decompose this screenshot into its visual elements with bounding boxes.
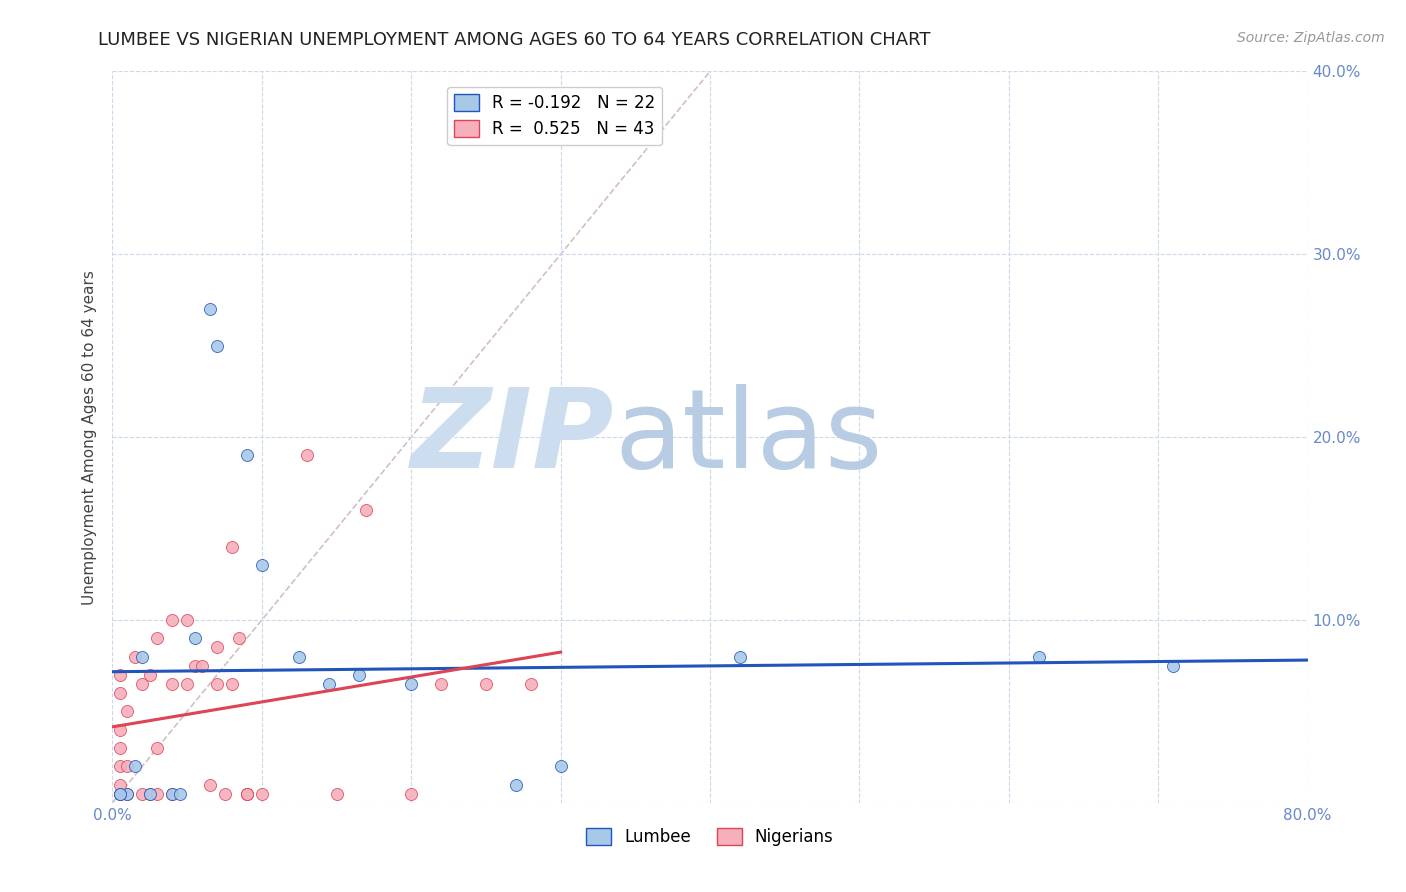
Point bbox=[117, 705, 139, 719]
Point bbox=[236, 787, 259, 801]
Point bbox=[162, 613, 183, 627]
Point bbox=[728, 649, 751, 664]
Point bbox=[236, 787, 259, 801]
Point bbox=[236, 448, 259, 462]
Point bbox=[162, 677, 183, 691]
Point bbox=[205, 677, 228, 691]
Point bbox=[198, 778, 221, 792]
Point bbox=[325, 787, 347, 801]
Point bbox=[205, 640, 228, 655]
Point bbox=[108, 667, 131, 681]
Point bbox=[221, 677, 243, 691]
Point bbox=[108, 787, 131, 801]
Text: ZIP: ZIP bbox=[411, 384, 614, 491]
Point bbox=[236, 787, 259, 801]
Point bbox=[401, 787, 423, 801]
Point bbox=[139, 787, 162, 801]
Point bbox=[198, 301, 221, 317]
Point bbox=[117, 787, 139, 801]
Point bbox=[139, 667, 162, 681]
Point bbox=[228, 632, 250, 646]
Point bbox=[108, 723, 131, 737]
Point bbox=[505, 778, 527, 792]
Point bbox=[295, 448, 318, 462]
Point bbox=[162, 787, 183, 801]
Point bbox=[250, 787, 273, 801]
Point bbox=[146, 740, 169, 755]
Point bbox=[146, 632, 169, 646]
Point bbox=[108, 759, 131, 773]
Point bbox=[108, 686, 131, 700]
Text: Source: ZipAtlas.com: Source: ZipAtlas.com bbox=[1237, 31, 1385, 45]
Point bbox=[108, 787, 131, 801]
Point bbox=[108, 787, 131, 801]
Point bbox=[162, 787, 183, 801]
Y-axis label: Unemployment Among Ages 60 to 64 years: Unemployment Among Ages 60 to 64 years bbox=[82, 269, 97, 605]
Point bbox=[183, 658, 205, 673]
Point bbox=[169, 787, 191, 801]
Point bbox=[131, 677, 153, 691]
Point bbox=[124, 759, 146, 773]
Point bbox=[191, 658, 214, 673]
Point bbox=[214, 787, 236, 801]
Point bbox=[1161, 658, 1184, 673]
Point bbox=[124, 649, 146, 664]
Point bbox=[131, 649, 153, 664]
Point bbox=[288, 649, 311, 664]
Point bbox=[221, 540, 243, 554]
Text: atlas: atlas bbox=[614, 384, 883, 491]
Point bbox=[117, 759, 139, 773]
Point bbox=[183, 632, 205, 646]
Text: LUMBEE VS NIGERIAN UNEMPLOYMENT AMONG AGES 60 TO 64 YEARS CORRELATION CHART: LUMBEE VS NIGERIAN UNEMPLOYMENT AMONG AG… bbox=[98, 31, 931, 49]
Point bbox=[205, 338, 228, 352]
Point bbox=[108, 740, 131, 755]
Point bbox=[131, 787, 153, 801]
Point bbox=[176, 613, 198, 627]
Point bbox=[430, 677, 453, 691]
Point bbox=[475, 677, 498, 691]
Point bbox=[176, 677, 198, 691]
Legend: Lumbee, Nigerians: Lumbee, Nigerians bbox=[579, 822, 841, 853]
Point bbox=[356, 503, 378, 517]
Point bbox=[520, 677, 543, 691]
Point bbox=[318, 677, 340, 691]
Point bbox=[146, 787, 169, 801]
Point bbox=[1028, 649, 1050, 664]
Point bbox=[250, 558, 273, 573]
Point bbox=[108, 778, 131, 792]
Point bbox=[117, 787, 139, 801]
Point bbox=[550, 759, 572, 773]
Point bbox=[139, 787, 162, 801]
Point bbox=[401, 677, 423, 691]
Point bbox=[347, 667, 370, 681]
